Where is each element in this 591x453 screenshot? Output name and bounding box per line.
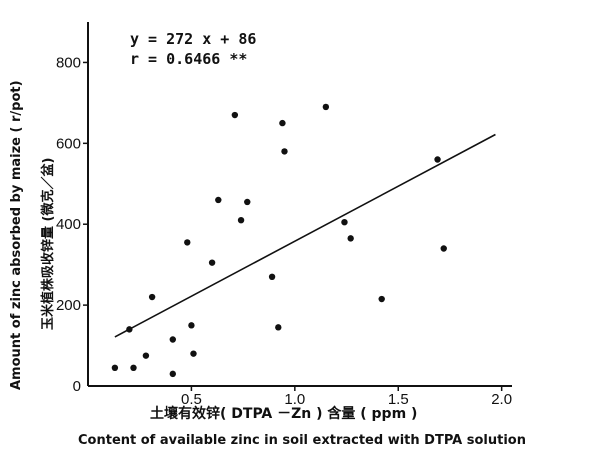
tick-labels: 0 200 400 600 800 0.5 1.0 1.5 2.0 bbox=[56, 54, 512, 408]
data-point bbox=[142, 352, 150, 359]
data-point bbox=[347, 235, 354, 242]
y-tick-label: 400 bbox=[56, 216, 81, 233]
data-point bbox=[126, 326, 133, 333]
data-point bbox=[268, 273, 276, 280]
data-point bbox=[434, 156, 441, 163]
data-points bbox=[111, 103, 447, 378]
data-point bbox=[279, 119, 286, 127]
data-point bbox=[184, 239, 191, 246]
x-axis-label-chinese: 土壤有效锌( DTPA －Zn ) 含量 ( ppm ) bbox=[150, 405, 417, 422]
data-point bbox=[188, 322, 195, 329]
y-axis-label-english: Amount of zinc absorbed by maize ( r/pot… bbox=[9, 80, 24, 390]
data-point bbox=[231, 111, 239, 119]
data-point bbox=[111, 364, 119, 371]
axes bbox=[83, 22, 512, 391]
x-tick-label: 0.5 bbox=[181, 391, 202, 408]
data-point bbox=[281, 148, 288, 155]
regression-line bbox=[114, 133, 496, 338]
x-axis-label-english: Content of available zinc in soil extrac… bbox=[78, 433, 526, 448]
x-tick-label: 1.5 bbox=[388, 391, 409, 408]
data-point bbox=[341, 219, 348, 226]
x-tick-label: 1.0 bbox=[284, 391, 305, 408]
data-point bbox=[169, 370, 176, 378]
data-point bbox=[237, 216, 245, 224]
data-point bbox=[130, 364, 137, 371]
data-point bbox=[440, 245, 447, 252]
data-point bbox=[208, 259, 216, 266]
y-tick-label: 800 bbox=[56, 54, 81, 71]
y-tick-label: 600 bbox=[56, 135, 81, 152]
data-point bbox=[190, 350, 197, 357]
y-tick-label: 200 bbox=[56, 297, 81, 314]
data-point bbox=[275, 324, 282, 331]
data-point bbox=[215, 196, 222, 204]
data-point bbox=[148, 293, 156, 301]
y-axis-label-chinese: 玉米植株吸收锌量 (微克／盆) bbox=[40, 158, 56, 330]
x-tick-label: 2.0 bbox=[491, 391, 512, 408]
equation-text: y = 272 x + 86 bbox=[130, 30, 256, 48]
y-tick-label: 0 bbox=[73, 378, 81, 395]
data-point bbox=[169, 336, 176, 343]
data-point bbox=[244, 198, 251, 206]
correlation-text: r = 0.6466 ** bbox=[130, 50, 247, 68]
data-point bbox=[322, 103, 330, 111]
data-point bbox=[378, 295, 385, 303]
